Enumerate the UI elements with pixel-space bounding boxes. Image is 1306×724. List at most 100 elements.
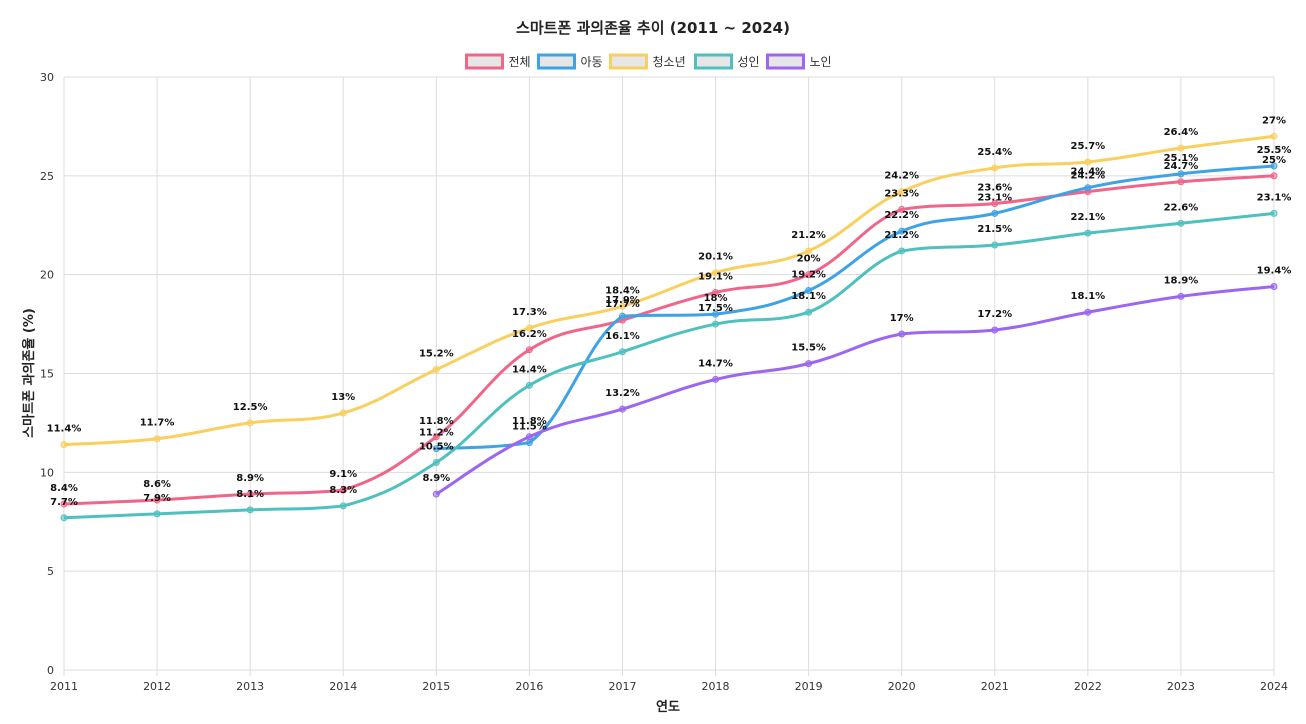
- y-tick-label: 25: [40, 170, 54, 183]
- data-label: 17.5%: [698, 303, 733, 314]
- data-label: 20%: [797, 254, 821, 265]
- data-point: [246, 419, 254, 427]
- legend-swatch: [537, 53, 576, 70]
- data-label: 7.9%: [143, 493, 171, 504]
- data-point: [991, 209, 999, 217]
- data-label: 13.2%: [605, 388, 640, 399]
- data-label: 7.7%: [50, 497, 78, 508]
- x-tick-label: 2014: [329, 680, 357, 693]
- data-label: 24.4%: [1070, 167, 1105, 178]
- data-point: [1084, 184, 1092, 192]
- data-label: 17.9%: [605, 295, 640, 306]
- data-label: 23.3%: [884, 188, 919, 199]
- data-label: 15.5%: [791, 343, 826, 354]
- legend-label: 전체: [509, 55, 531, 69]
- legend-item: 노인: [766, 53, 832, 70]
- data-label: 17%: [890, 313, 914, 324]
- legend-item: 아동: [537, 53, 603, 70]
- data-label: 8.4%: [50, 483, 78, 494]
- series-path: [63, 134, 1275, 447]
- data-point: [991, 164, 999, 172]
- data-label: 14.7%: [698, 358, 733, 369]
- grid: [63, 76, 1275, 676]
- axes: 0 5 10 15 20 25 30 2011 2012 2013 2014 2015 2016 2017…: [40, 71, 1288, 693]
- data-labels: 8.4% 8.6% 8.9% 9.1% 11.8% 16.2% 17.7% 19.1% 20% 2…: [47, 115, 1292, 507]
- data-label: 11.5%: [512, 422, 547, 433]
- data-point: [805, 286, 813, 294]
- data-label: 22.6%: [1164, 202, 1199, 213]
- legend-item: 전체: [465, 53, 531, 70]
- data-point: [60, 514, 68, 522]
- x-tick-label: 2020: [888, 680, 916, 693]
- data-label: 10.5%: [419, 441, 454, 452]
- data-label: 17.3%: [512, 307, 547, 318]
- data-point: [805, 308, 813, 316]
- series-path: [436, 164, 1275, 451]
- data-point: [525, 439, 533, 447]
- legend-swatch: [694, 53, 733, 70]
- data-point: [525, 381, 533, 389]
- data-point: [246, 490, 254, 498]
- series-line: [60, 172, 1278, 508]
- data-point: [339, 486, 347, 494]
- data-point: [805, 360, 813, 368]
- data-label: 13%: [331, 392, 355, 403]
- data-point: [618, 348, 626, 356]
- x-axis-title: 연도: [656, 700, 680, 715]
- data-point: [1270, 132, 1278, 140]
- data-point: [153, 496, 161, 504]
- data-point: [153, 510, 161, 518]
- y-tick-label: 5: [47, 565, 54, 578]
- data-label: 22.2%: [884, 210, 919, 221]
- series-path: [63, 174, 1275, 506]
- data-label: 11.8%: [512, 416, 547, 427]
- x-tick-label: 2011: [50, 680, 78, 693]
- data-label: 12.5%: [233, 402, 268, 413]
- data-label: 23.6%: [977, 183, 1012, 194]
- data-label: 25%: [1262, 155, 1286, 166]
- data-label: 11.8%: [419, 416, 454, 427]
- data-point: [712, 310, 720, 318]
- data-point: [1084, 229, 1092, 237]
- data-point: [898, 188, 906, 196]
- data-point: [432, 433, 440, 441]
- data-label: 8.9%: [236, 473, 264, 484]
- legend: 전체 아동 청소년 성인 노인: [465, 53, 832, 70]
- data-point: [898, 330, 906, 338]
- series-line: [60, 132, 1278, 449]
- data-label: 25.7%: [1070, 141, 1105, 152]
- data-point: [153, 435, 161, 443]
- x-tick-label: 2023: [1167, 680, 1195, 693]
- data-label: 11.4%: [47, 424, 82, 435]
- data-label: 8.9%: [422, 473, 450, 484]
- data-point: [618, 302, 626, 310]
- data-point: [805, 271, 813, 279]
- x-tick-label: 2012: [143, 680, 171, 693]
- data-label: 23.1%: [1257, 192, 1292, 203]
- x-tick-label: 2013: [236, 680, 264, 693]
- data-point: [339, 502, 347, 510]
- chart-title: 스마트폰 과의존율 추이 (2011 ~ 2024): [516, 19, 790, 37]
- data-point: [432, 366, 440, 374]
- data-label: 25.5%: [1257, 145, 1292, 156]
- data-point: [898, 227, 906, 235]
- data-point: [1270, 283, 1278, 291]
- series-lines: [60, 132, 1278, 522]
- legend-swatch: [609, 53, 648, 70]
- data-label: 8.6%: [143, 479, 171, 490]
- series-line: [432, 283, 1278, 498]
- data-point: [805, 247, 813, 255]
- data-point: [246, 506, 254, 514]
- data-label: 27%: [1262, 115, 1286, 126]
- data-label: 21.5%: [977, 224, 1012, 235]
- data-point: [712, 375, 720, 383]
- data-label: 18.4%: [605, 285, 640, 296]
- x-tick-label: 2016: [515, 680, 543, 693]
- data-label: 16.2%: [512, 329, 547, 340]
- data-point: [618, 405, 626, 413]
- data-point: [1177, 178, 1185, 186]
- data-point: [712, 269, 720, 277]
- legend-label: 성인: [738, 55, 760, 69]
- data-point: [339, 409, 347, 417]
